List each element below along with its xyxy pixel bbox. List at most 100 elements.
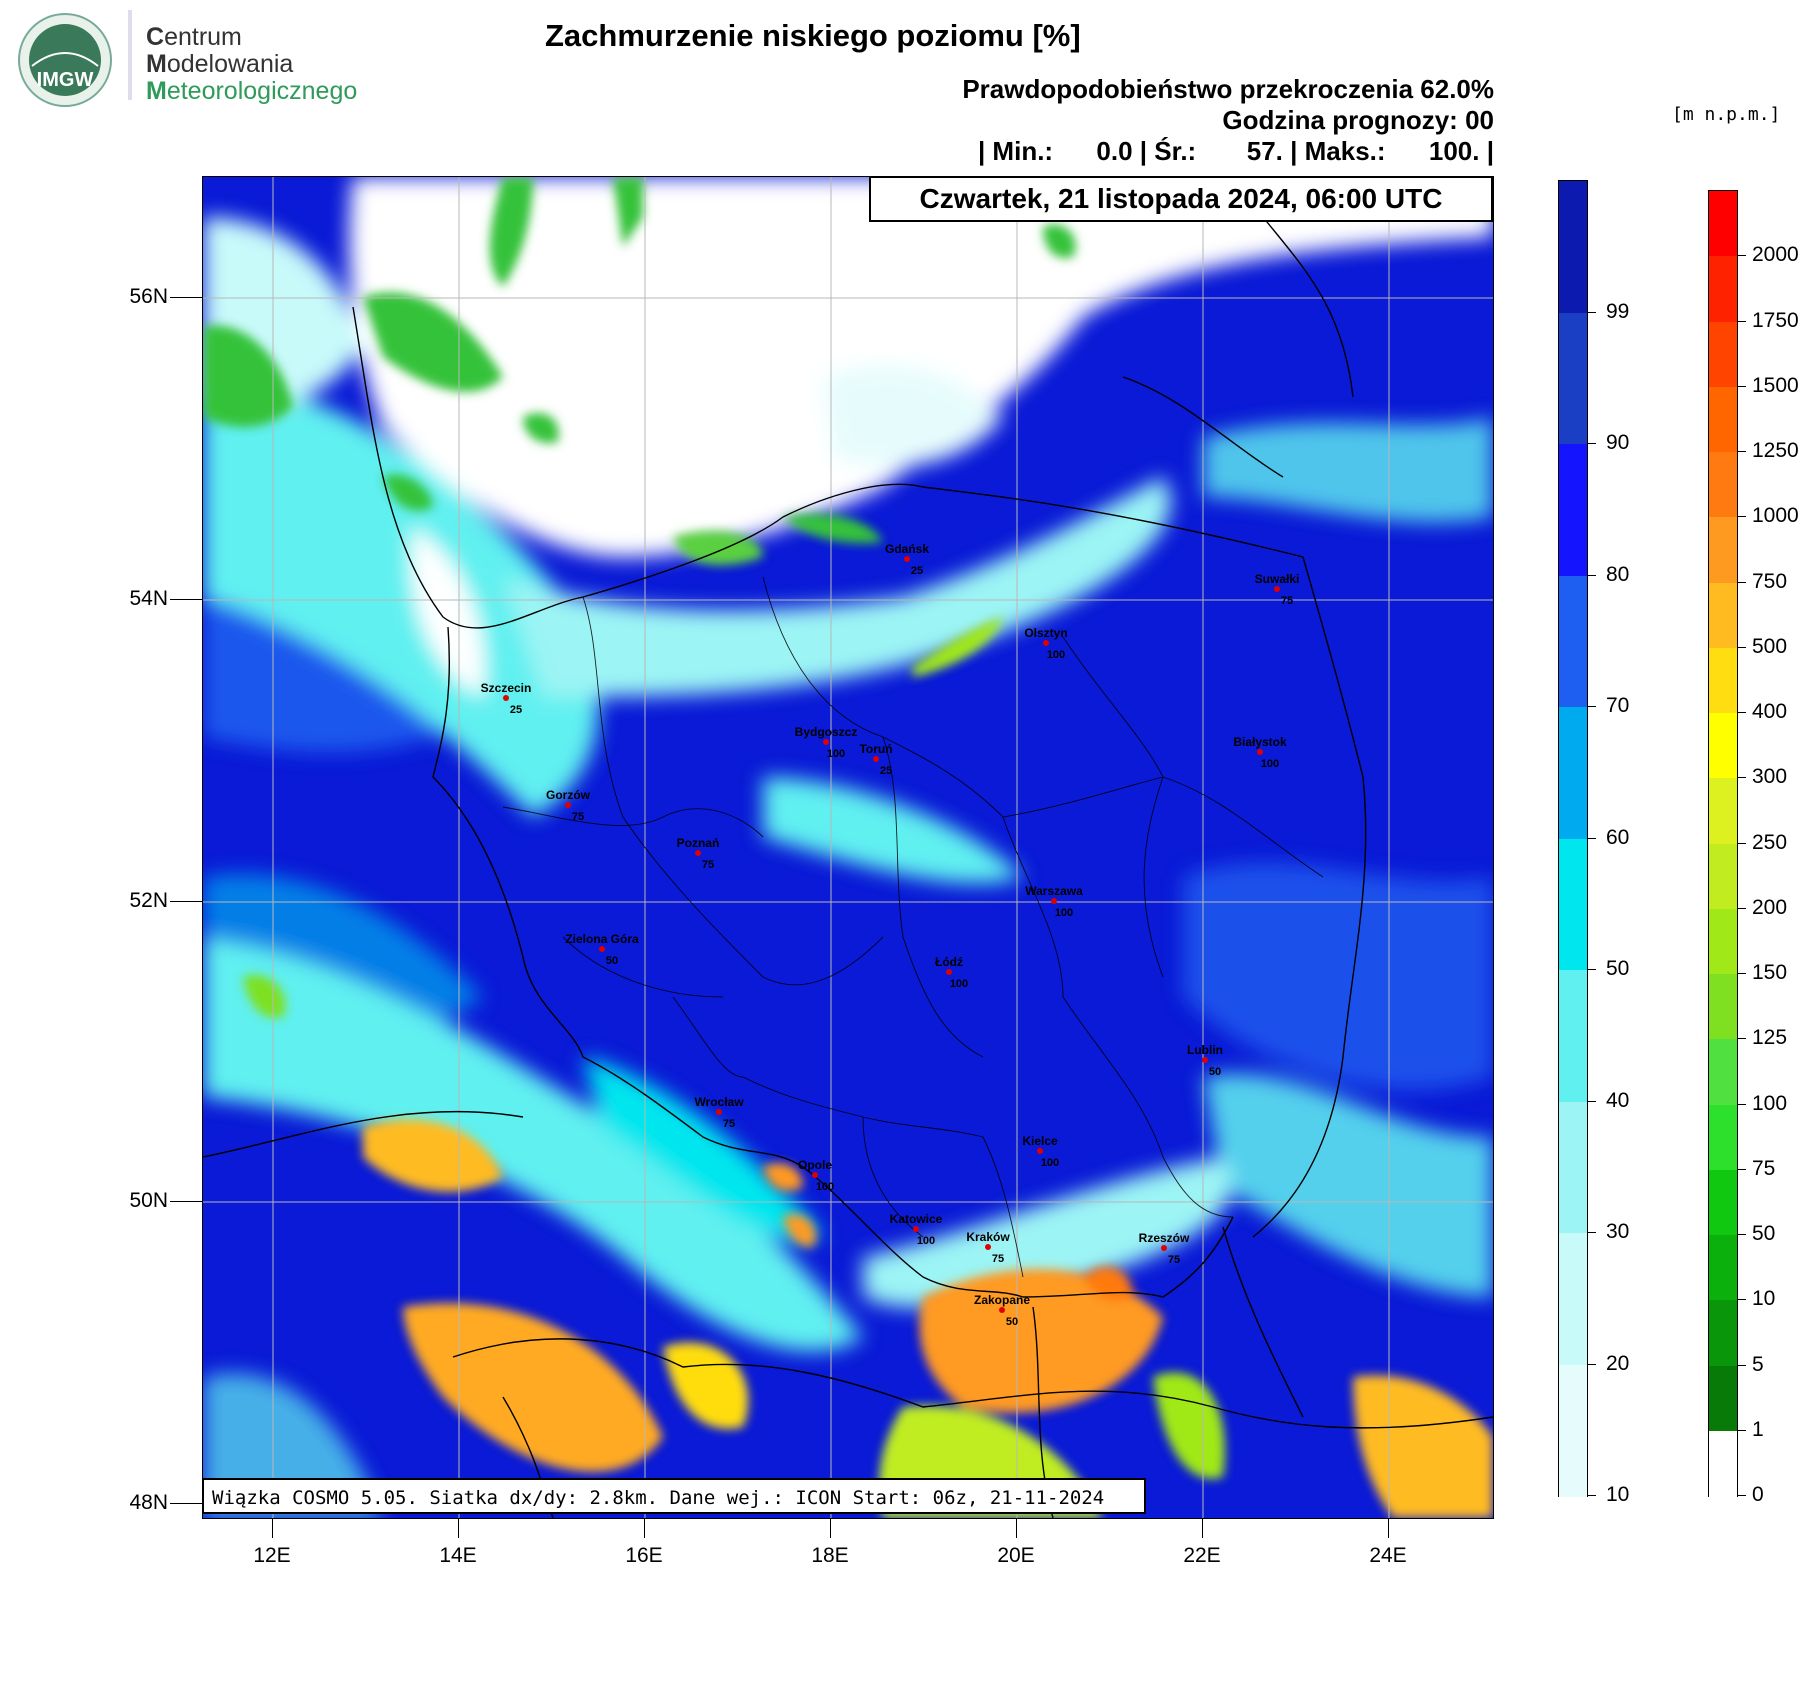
city-marker: Zielona Góra 50 — [565, 932, 639, 967]
city-name: Warszawa — [1025, 884, 1083, 898]
colorbar-segment — [1709, 908, 1737, 975]
colorbar-label: 10 — [1752, 1287, 1776, 1311]
colorbar-tick — [1738, 1038, 1746, 1040]
city-marker: Lublin 50 — [1187, 1043, 1223, 1078]
city-dot — [904, 556, 910, 562]
colorbar-label: 100 — [1752, 1091, 1788, 1115]
city-name: Rzeszów — [1139, 1231, 1190, 1245]
colorbar-segment — [1709, 582, 1737, 649]
city-dot — [1202, 1057, 1208, 1063]
city-marker: Opole 100 — [798, 1158, 834, 1193]
lon-label: 12E — [253, 1544, 291, 1567]
city-dot — [812, 1172, 818, 1178]
colorbar-label: 80 — [1606, 562, 1630, 586]
cloud-map: Gdańsk 25 Suwałki 75 Olsztyn 100 Szczecin 25 Byd… — [202, 176, 1494, 1519]
colorbar-tick — [1738, 1168, 1746, 1170]
city-dot — [1274, 586, 1280, 592]
city-dot — [599, 946, 605, 952]
city-marker: Kraków 75 — [966, 1230, 1010, 1265]
city-dot — [1037, 1148, 1043, 1154]
city-marker: Gdańsk 25 — [885, 542, 929, 577]
city-marker: Białystok 100 — [1233, 735, 1287, 770]
city-value: 75 — [1168, 1254, 1180, 1266]
city-dot — [873, 756, 879, 762]
colorbar-tick — [1738, 581, 1746, 583]
lat-label: 56N — [129, 285, 168, 308]
city-marker: Suwałki 75 — [1255, 572, 1300, 607]
country-borders — [203, 216, 1493, 1518]
city-marker: Kielce 100 — [1022, 1134, 1059, 1169]
colorbar-label: 125 — [1752, 1026, 1788, 1050]
lon-tick — [458, 1518, 459, 1538]
city-value: 25 — [510, 704, 522, 716]
colorbar-tick — [1738, 1429, 1746, 1431]
lon-tick — [1016, 1518, 1017, 1538]
city-value: 100 — [1041, 1157, 1059, 1169]
colorbar-segment — [1559, 1364, 1587, 1497]
city-marker: Wrocław 75 — [694, 1095, 744, 1130]
colorbar-label: 200 — [1752, 895, 1788, 919]
colorbar-segment — [1559, 575, 1587, 708]
colorbar-segment — [1709, 1365, 1737, 1432]
colorbar-segment — [1709, 843, 1737, 910]
logo-line-1: Centrum — [146, 23, 242, 51]
city-marker: Rzeszów 75 — [1139, 1231, 1190, 1266]
city-dot — [913, 1226, 919, 1232]
colorbar-tick — [1738, 516, 1746, 518]
colorbar-segment — [1709, 974, 1737, 1040]
lon-tick — [1388, 1518, 1389, 1538]
colorbar-tick — [1738, 1364, 1746, 1366]
city-value: 75 — [572, 811, 584, 823]
colorbar-tick — [1738, 1234, 1746, 1235]
colorbar-segment — [1709, 647, 1737, 714]
logo-line-3: Meteorologicznego — [146, 77, 358, 105]
city-name: Białystok — [1233, 735, 1287, 749]
colorbar-label: 60 — [1606, 825, 1630, 849]
city-marker: Olsztyn 100 — [1024, 626, 1067, 661]
colorbar-segment — [1709, 1039, 1737, 1105]
lon-tick — [830, 1518, 831, 1538]
valid-date: Czwartek, 21 listopada 2024, 06:00 UTC — [869, 176, 1493, 222]
colorbar-label: 90 — [1606, 431, 1630, 454]
colorbar-segment — [1709, 452, 1737, 518]
colorbar-label: 50 — [1606, 957, 1630, 980]
city-dot — [565, 802, 571, 808]
city-dot — [716, 1109, 722, 1115]
city-value: 50 — [606, 955, 618, 967]
lat-label: 52N — [129, 889, 168, 912]
city-name: Olsztyn — [1024, 626, 1067, 640]
lat-label: 48N — [129, 1491, 168, 1514]
emblem-text: IMGW — [37, 69, 94, 91]
colorbar-tick — [1738, 646, 1746, 648]
city-marker: Poznań 75 — [677, 836, 720, 871]
colorbar-label: 0 — [1752, 1483, 1764, 1506]
lon-label: 24E — [1369, 1544, 1407, 1567]
city-name: Wrocław — [694, 1095, 744, 1109]
colorbar-tick — [1588, 1495, 1596, 1496]
colorbar-segment — [1709, 778, 1737, 844]
forecast-hour: Godzina prognozy: 00 — [1222, 105, 1494, 135]
city-marker: Toruń 25 — [859, 742, 892, 777]
colorbar-tick — [1588, 1363, 1596, 1365]
colorbar-label: 500 — [1752, 634, 1788, 658]
city-marker: Warszawa 100 — [1025, 884, 1083, 919]
colorbar-tick — [1588, 574, 1596, 576]
lon-label: 18E — [811, 1544, 849, 1567]
city-value: 75 — [992, 1253, 1004, 1265]
city-name: Toruń — [859, 742, 892, 756]
colorbar-segment — [1559, 1101, 1587, 1234]
stats-line: | Min.: 0.0 | Śr.: 57. | Maks.: 100. | — [977, 136, 1494, 166]
lat-tick — [170, 297, 202, 298]
city-dot — [503, 695, 509, 701]
colorbar-segment — [1709, 713, 1737, 779]
page-title: Zachmurzenie niskiego poziomu [%] — [545, 18, 1081, 53]
colorbar-tick — [1738, 842, 1746, 844]
colorbar-label: 20 — [1606, 1351, 1630, 1375]
city-dot — [1161, 1245, 1167, 1251]
colorbar-tick — [1588, 969, 1596, 970]
colorbar-tick — [1588, 443, 1596, 444]
city-value: 75 — [1281, 595, 1293, 607]
city-marker: Bydgoszcz 100 — [795, 725, 858, 760]
city-name: Łódź — [935, 955, 963, 969]
lon-label: 14E — [439, 1544, 477, 1567]
